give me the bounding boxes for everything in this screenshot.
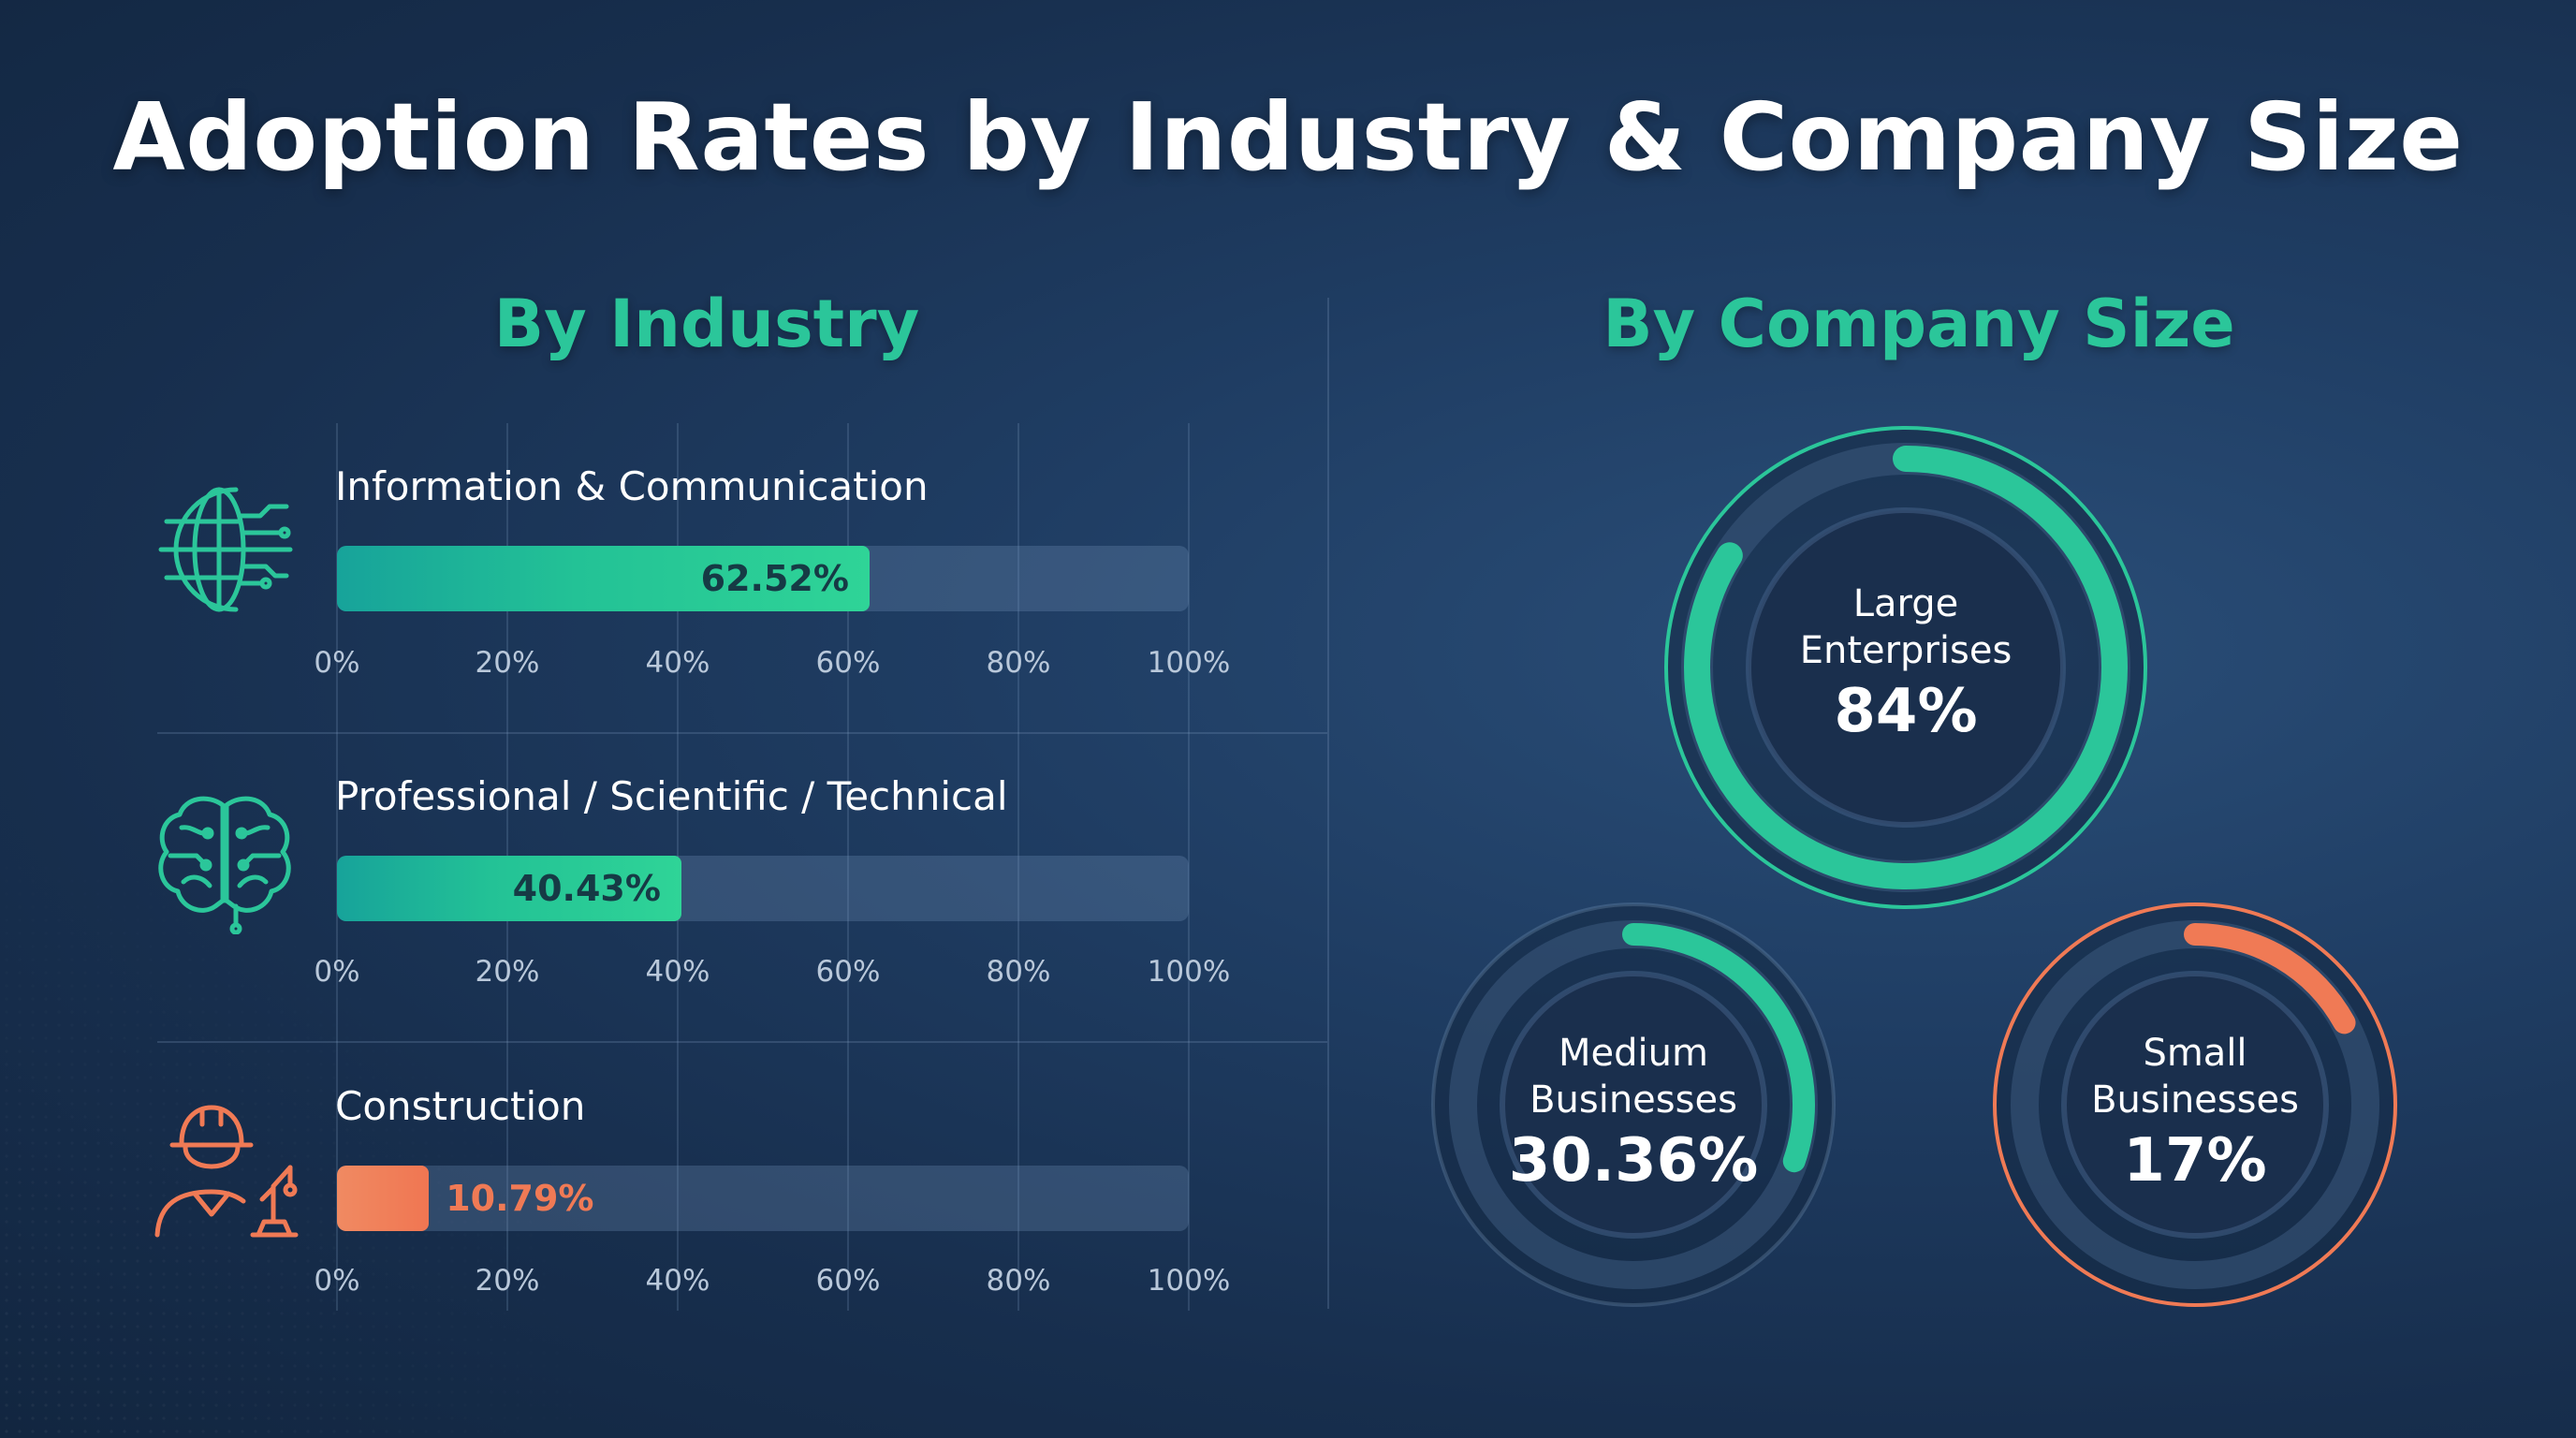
company-size-section-title: By Company Size: [1603, 286, 2235, 362]
bar-track: [337, 856, 1189, 921]
industry-row-divider: [157, 732, 1327, 734]
donut-value-arc: [1452, 923, 1815, 1286]
x-tick-label: 100%: [1147, 1264, 1231, 1298]
x-tick-label: 40%: [645, 1264, 710, 1298]
donut-value-label: 30.36%: [1508, 1126, 1759, 1196]
x-tick-label: 0%: [314, 646, 360, 680]
x-tick-label: 0%: [314, 1264, 360, 1298]
section-divider: [1327, 298, 1329, 1309]
x-gridline: [1188, 732, 1190, 1041]
donut-category-label: Enterprises: [1799, 629, 2012, 672]
x-tick-label: 80%: [986, 646, 1051, 680]
category-label: Information & Communication: [335, 463, 929, 509]
donut-value-arc: [2013, 923, 2377, 1286]
x-gridline: [506, 1041, 508, 1311]
x-tick-label: 20%: [475, 955, 540, 989]
donut-chart: [1431, 902, 1836, 1307]
x-gridline: [1017, 423, 1019, 732]
x-gridline: [847, 1041, 849, 1311]
x-tick-label: 100%: [1147, 646, 1231, 680]
globe-circuit-icon: [150, 475, 300, 624]
x-gridline: [1188, 423, 1190, 732]
x-tick-label: 80%: [986, 955, 1051, 989]
donut-center: [1746, 507, 2066, 828]
x-gridline: [847, 732, 849, 1041]
x-tick-label: 80%: [986, 1264, 1051, 1298]
bar-track: [337, 546, 1189, 611]
industry-row-divider: [157, 1041, 1327, 1043]
bar-value-label: 62.52%: [700, 558, 849, 599]
donut-category-label: Businesses: [1530, 1078, 1737, 1122]
x-tick-label: 60%: [815, 1264, 881, 1298]
x-tick-label: 20%: [475, 646, 540, 680]
donut-category-label: Small: [2143, 1032, 2247, 1075]
bar-value-label: 10.79%: [446, 1178, 594, 1219]
x-tick-label: 60%: [815, 955, 881, 989]
bar: [337, 856, 681, 921]
bar: [337, 546, 870, 611]
donut-category-label: Large: [1852, 582, 1959, 625]
brain-circuit-icon: [150, 785, 300, 935]
donut-center: [1500, 971, 1767, 1239]
x-tick-label: 40%: [645, 955, 710, 989]
donut-center: [2061, 971, 2329, 1239]
category-label: Construction: [335, 1083, 586, 1129]
donut-chart: [1993, 902, 2397, 1307]
x-tick-label: 60%: [815, 646, 881, 680]
donut-category-label: Medium: [1559, 1032, 1708, 1075]
x-gridline: [1017, 732, 1019, 1041]
donut-value-label: 84%: [1834, 677, 1978, 746]
x-tick-label: 100%: [1147, 955, 1231, 989]
x-tick-label: 0%: [314, 955, 360, 989]
bar: [337, 1166, 430, 1231]
x-tick-label: 40%: [645, 646, 710, 680]
construction-worker-icon: [150, 1094, 300, 1244]
x-gridline: [1188, 1041, 1190, 1311]
x-gridline: [677, 1041, 679, 1311]
donut-label: Large Enterprises 84%: [1800, 580, 2012, 749]
donut-value-arc: [1684, 446, 2128, 889]
donut-value-label: 17%: [2123, 1126, 2267, 1196]
page-title: Adoption Rates by Industry & Company Siz…: [112, 82, 2464, 192]
donut-label: Medium Businesses 30.36%: [1509, 1030, 1759, 1198]
x-gridline: [1017, 1041, 1019, 1311]
x-tick-label: 20%: [475, 1264, 540, 1298]
bar-value-label: 40.43%: [512, 868, 661, 909]
industry-section-title: By Industry: [493, 286, 920, 362]
donut-chart: [1664, 426, 2147, 909]
category-label: Professional / Scientific / Technical: [335, 773, 1008, 819]
donut-label: Small Businesses 17%: [2091, 1030, 2299, 1198]
donut-category-label: Businesses: [2091, 1078, 2299, 1122]
bar-track: [337, 1166, 1189, 1231]
